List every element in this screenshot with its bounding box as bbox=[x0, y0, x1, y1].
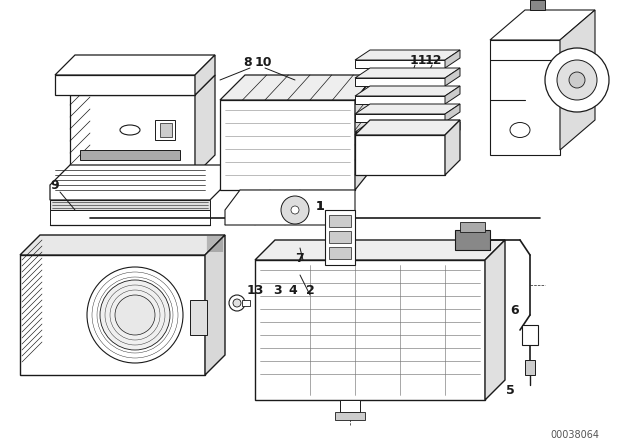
Polygon shape bbox=[355, 78, 445, 86]
Circle shape bbox=[115, 295, 155, 335]
Polygon shape bbox=[50, 200, 210, 210]
Polygon shape bbox=[355, 50, 460, 60]
Polygon shape bbox=[20, 255, 205, 375]
Polygon shape bbox=[355, 120, 460, 135]
Polygon shape bbox=[70, 75, 215, 95]
Polygon shape bbox=[335, 412, 365, 420]
Polygon shape bbox=[355, 114, 445, 122]
Polygon shape bbox=[195, 55, 215, 95]
Polygon shape bbox=[195, 75, 215, 175]
Circle shape bbox=[569, 72, 585, 88]
Text: 2: 2 bbox=[306, 284, 314, 297]
Polygon shape bbox=[525, 360, 535, 375]
Polygon shape bbox=[355, 135, 445, 175]
Text: 10: 10 bbox=[254, 56, 272, 69]
Polygon shape bbox=[340, 400, 360, 412]
Polygon shape bbox=[255, 260, 485, 400]
Polygon shape bbox=[255, 240, 505, 260]
Polygon shape bbox=[355, 60, 445, 68]
Text: 1: 1 bbox=[316, 199, 324, 212]
Polygon shape bbox=[445, 120, 460, 175]
Circle shape bbox=[87, 267, 183, 363]
Text: 9: 9 bbox=[51, 178, 60, 191]
Circle shape bbox=[100, 280, 170, 350]
Polygon shape bbox=[55, 55, 215, 75]
Circle shape bbox=[233, 299, 241, 307]
Circle shape bbox=[291, 206, 299, 214]
Text: 12: 12 bbox=[424, 53, 442, 66]
Polygon shape bbox=[190, 300, 207, 335]
Circle shape bbox=[557, 60, 597, 100]
Polygon shape bbox=[205, 235, 225, 375]
Polygon shape bbox=[155, 120, 175, 140]
Text: 6: 6 bbox=[511, 303, 519, 316]
Polygon shape bbox=[50, 165, 230, 200]
Text: 00038064: 00038064 bbox=[550, 430, 600, 440]
Ellipse shape bbox=[120, 125, 140, 135]
Polygon shape bbox=[355, 86, 460, 96]
Polygon shape bbox=[455, 230, 490, 250]
Polygon shape bbox=[522, 325, 538, 345]
Polygon shape bbox=[50, 210, 210, 225]
Polygon shape bbox=[355, 132, 445, 140]
Polygon shape bbox=[70, 95, 195, 175]
Polygon shape bbox=[445, 68, 460, 86]
Polygon shape bbox=[20, 235, 225, 255]
Polygon shape bbox=[329, 247, 351, 259]
Text: 5: 5 bbox=[506, 383, 515, 396]
Polygon shape bbox=[490, 40, 560, 155]
Polygon shape bbox=[220, 100, 355, 190]
Polygon shape bbox=[225, 190, 355, 225]
Polygon shape bbox=[485, 240, 505, 400]
Text: 11: 11 bbox=[409, 53, 427, 66]
Polygon shape bbox=[355, 75, 375, 190]
Text: 13: 13 bbox=[246, 284, 264, 297]
Polygon shape bbox=[445, 104, 460, 122]
Polygon shape bbox=[490, 10, 595, 40]
Circle shape bbox=[545, 48, 609, 112]
Circle shape bbox=[229, 295, 245, 311]
Polygon shape bbox=[242, 300, 250, 306]
Polygon shape bbox=[530, 0, 545, 10]
Polygon shape bbox=[355, 68, 460, 78]
Polygon shape bbox=[329, 215, 351, 227]
Polygon shape bbox=[445, 50, 460, 68]
Text: 7: 7 bbox=[296, 251, 305, 264]
Polygon shape bbox=[560, 10, 595, 150]
Text: 8: 8 bbox=[244, 56, 252, 69]
Polygon shape bbox=[460, 222, 485, 232]
Polygon shape bbox=[329, 231, 351, 243]
Polygon shape bbox=[445, 86, 460, 104]
Text: 3: 3 bbox=[274, 284, 282, 297]
Polygon shape bbox=[445, 122, 460, 140]
Polygon shape bbox=[355, 104, 460, 114]
Polygon shape bbox=[355, 96, 445, 104]
Polygon shape bbox=[55, 75, 195, 95]
Text: RDS: RDS bbox=[128, 310, 142, 316]
Polygon shape bbox=[325, 210, 355, 265]
Ellipse shape bbox=[510, 122, 530, 138]
Polygon shape bbox=[160, 123, 172, 137]
Polygon shape bbox=[220, 75, 375, 100]
Text: 4: 4 bbox=[289, 284, 298, 297]
Polygon shape bbox=[355, 122, 460, 132]
Polygon shape bbox=[80, 150, 180, 160]
Circle shape bbox=[281, 196, 309, 224]
Text: 1: 1 bbox=[316, 199, 324, 212]
